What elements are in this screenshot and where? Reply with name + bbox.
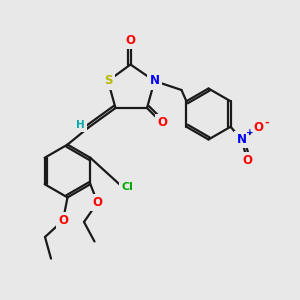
Text: +: + — [246, 128, 254, 137]
Text: N: N — [236, 133, 247, 146]
Text: N: N — [149, 74, 160, 88]
Text: O: O — [242, 154, 253, 167]
Text: O: O — [253, 121, 263, 134]
Text: O: O — [125, 34, 136, 47]
Text: H: H — [76, 119, 85, 130]
Text: Cl: Cl — [122, 182, 134, 193]
Text: O: O — [157, 116, 167, 130]
Text: -: - — [264, 118, 269, 128]
Text: O: O — [58, 214, 68, 227]
Text: O: O — [92, 196, 103, 209]
Text: S: S — [104, 74, 112, 88]
